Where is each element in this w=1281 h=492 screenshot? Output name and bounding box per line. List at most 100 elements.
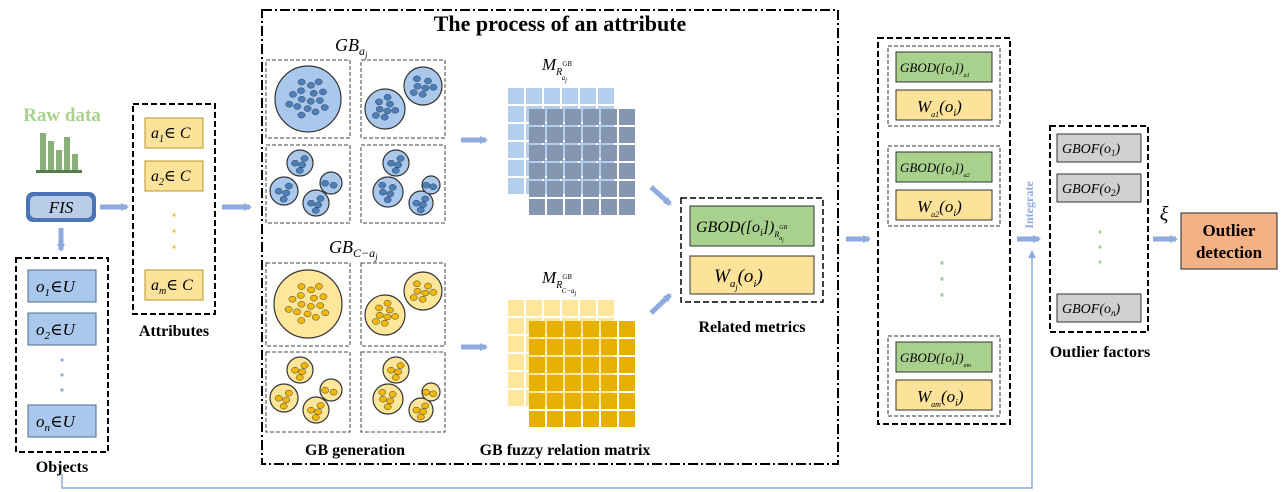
ball-sample xyxy=(386,397,395,405)
ball-sample xyxy=(372,318,380,325)
ball-sample xyxy=(288,295,297,303)
matrix-cell xyxy=(583,145,599,161)
ball-sample xyxy=(409,89,418,96)
matrix-cell xyxy=(544,300,560,316)
gb-bottom-panel-1 xyxy=(265,262,351,347)
matrix-cell xyxy=(583,411,599,427)
matrix-front-layer xyxy=(529,109,635,215)
ball-sample xyxy=(391,313,400,320)
ball-sample xyxy=(424,282,432,290)
matrix-cell xyxy=(565,339,581,355)
ball-sample xyxy=(372,112,380,119)
object-item-box xyxy=(27,269,97,303)
matrix-cell xyxy=(601,339,617,355)
ball-sample xyxy=(316,402,325,409)
fuzzy-relation-matrix-bottom xyxy=(508,300,635,427)
ball-sample xyxy=(307,406,315,414)
ball-sample xyxy=(316,302,325,309)
ball-sample xyxy=(307,199,315,207)
object-item-text: o2∈U xyxy=(36,320,77,342)
matrix-cell xyxy=(529,375,545,391)
matrix-cell xyxy=(583,357,599,373)
gb-top-panel-4 xyxy=(360,144,446,224)
matrix-cell xyxy=(547,411,563,427)
ball-sample xyxy=(300,155,309,162)
outlier-detection-line1: Outlier xyxy=(1203,221,1256,240)
group-weight-box xyxy=(895,379,993,411)
ball-sample xyxy=(285,100,294,108)
matrix-cell xyxy=(619,109,635,125)
group-weight-box xyxy=(895,189,993,221)
ball-sample xyxy=(274,394,283,402)
ball-sample xyxy=(298,161,307,169)
matrix-cell xyxy=(565,145,581,161)
matrix-cell xyxy=(529,127,545,143)
attributes-list: a1∈ C a2∈ C am∈ C xyxy=(144,117,204,301)
ball-sample xyxy=(383,94,392,101)
matrix-cell xyxy=(526,300,542,316)
attributes-ellipsis xyxy=(172,213,176,249)
matrix-cell xyxy=(547,321,563,337)
threshold-symbol: ξ xyxy=(1160,203,1169,225)
process-frame xyxy=(261,9,839,465)
matrix-cell xyxy=(601,109,617,125)
granular-ball xyxy=(302,189,330,217)
related-gbod-box: GBOD([oi])RGB aj xyxy=(689,205,815,247)
ball-sample xyxy=(413,280,421,288)
matrix-cell xyxy=(529,109,545,125)
ball-sample xyxy=(391,374,400,381)
matrix-cell xyxy=(619,321,635,337)
ball-sample xyxy=(291,366,299,374)
ball-sample xyxy=(310,294,318,302)
related-metrics-caption: Related metrics xyxy=(698,319,805,336)
matrix-cell xyxy=(583,199,599,215)
ball-sample xyxy=(412,199,421,207)
matrix-cell xyxy=(547,375,563,391)
matrix-cell xyxy=(508,106,524,122)
matrix-cell xyxy=(508,124,524,140)
matrix-cell xyxy=(508,336,524,352)
feedback-line xyxy=(61,250,1036,489)
ellipsis-dot xyxy=(60,373,64,377)
ellipsis-dot xyxy=(172,213,176,217)
ball-sample xyxy=(413,75,421,83)
matrix-cell xyxy=(601,181,617,197)
panel-frame xyxy=(265,59,351,139)
ball-sample xyxy=(422,181,431,189)
attribute-item: a1∈ C xyxy=(144,117,204,149)
ball-sample xyxy=(279,195,288,203)
attribute-item-text: am∈ C xyxy=(151,277,193,297)
matrix-cell xyxy=(583,393,599,409)
matrix-cell xyxy=(529,321,545,337)
ball-sample xyxy=(293,308,301,315)
ball-sample xyxy=(307,286,315,294)
group-gbod-box xyxy=(895,151,993,183)
outlier-factor-item: GBOF(o2) xyxy=(1056,173,1142,203)
factor-ellipsis xyxy=(1098,230,1102,264)
raw-data-chart-icon xyxy=(36,133,82,173)
granular-ball xyxy=(274,65,342,133)
ball-sample xyxy=(424,77,432,85)
object-item-box xyxy=(27,404,97,438)
objects-list: o1∈U o2∈U on∈U xyxy=(27,269,97,438)
ball-sample xyxy=(297,87,305,94)
matrix-cell xyxy=(544,88,560,104)
matrix-cell xyxy=(508,142,524,158)
matrix-cell xyxy=(508,178,524,194)
ball-sample xyxy=(298,368,307,376)
granular-ball xyxy=(372,176,404,208)
ball-sample xyxy=(387,366,395,374)
ball-sample xyxy=(375,105,384,113)
matrix-cell xyxy=(529,393,545,409)
ball-sample xyxy=(421,402,430,410)
matrix-cell xyxy=(580,300,596,316)
matrix-cell xyxy=(565,199,581,215)
ball-sample xyxy=(307,82,315,89)
ball-sample xyxy=(297,96,306,103)
matrix-cell xyxy=(508,300,524,316)
ball-sample xyxy=(297,283,306,290)
matrix-cell xyxy=(619,375,635,391)
attribute-item-text: a2∈ C xyxy=(151,168,191,188)
ellipsis-dot xyxy=(60,388,64,392)
